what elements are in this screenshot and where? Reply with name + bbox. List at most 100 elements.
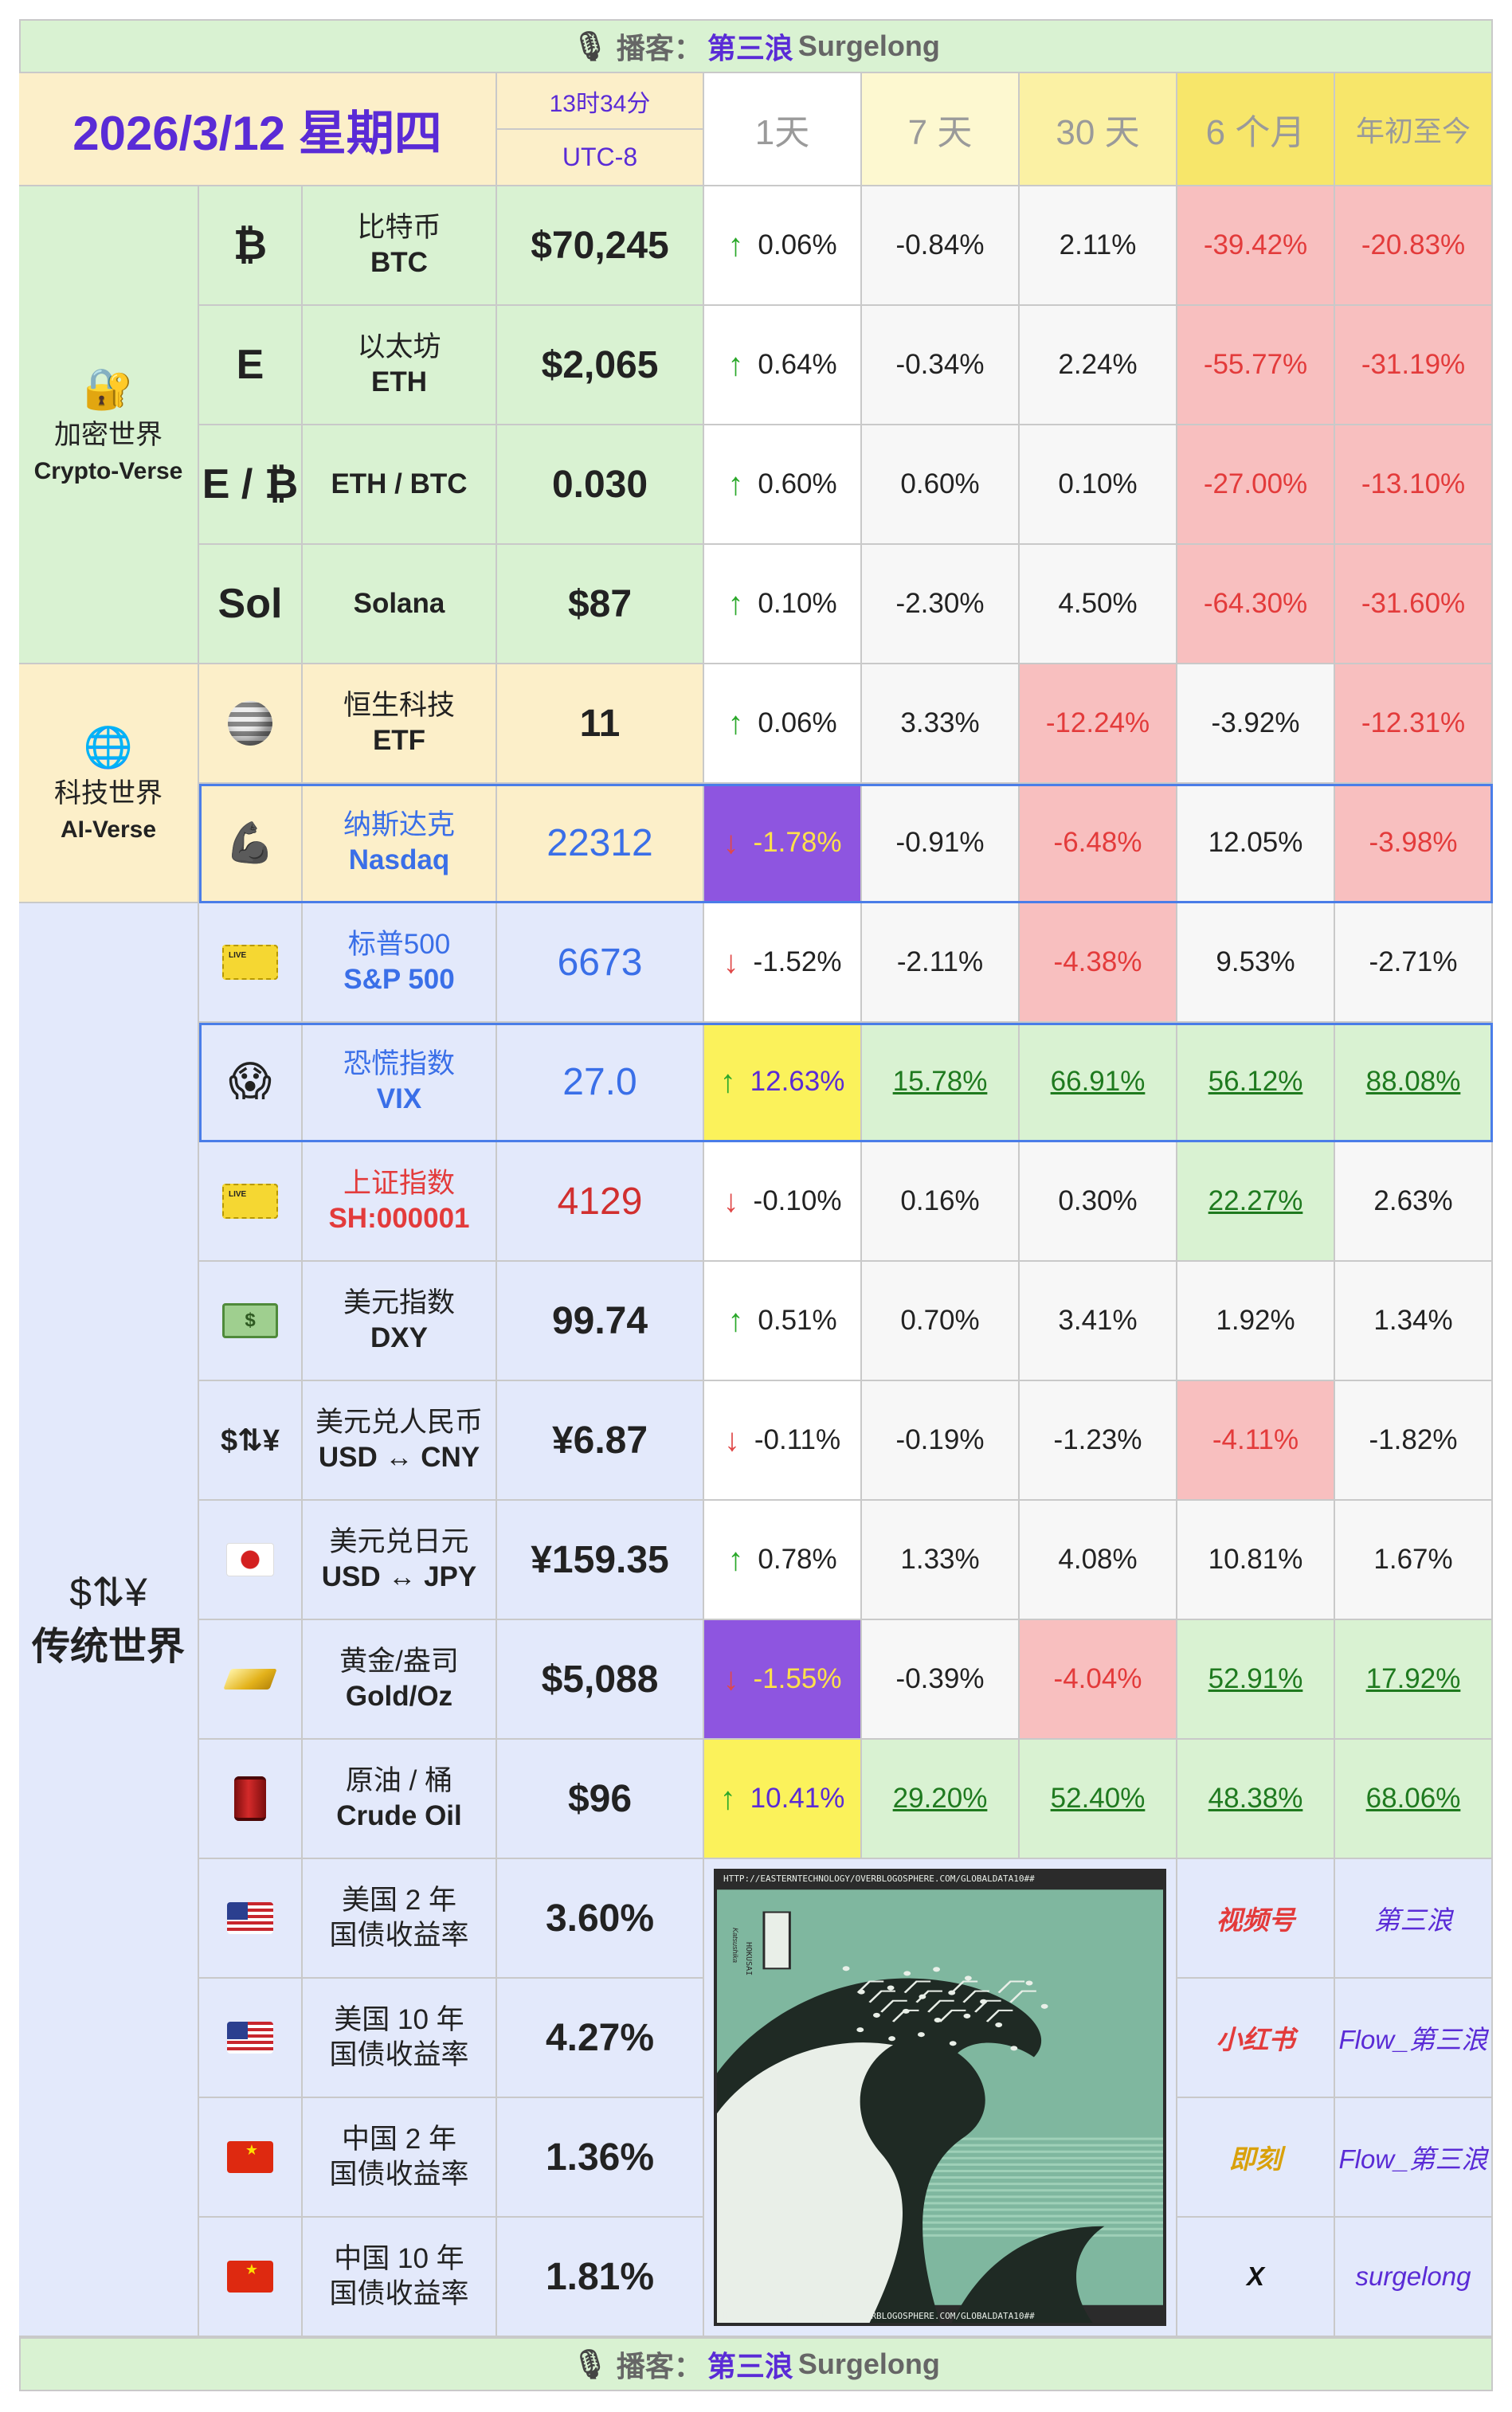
social-platform-cell[interactable]: 视频号 bbox=[1177, 1859, 1335, 1979]
social-platform[interactable]: X bbox=[1246, 2261, 1264, 2291]
social-platform-cell[interactable]: 小红书 bbox=[1177, 1979, 1335, 2098]
change-value: -31.60% bbox=[1335, 588, 1491, 620]
change-value: 88.08% bbox=[1335, 1066, 1491, 1098]
asset-name-cell[interactable]: 原油 / 桶 Crude Oil bbox=[303, 1740, 497, 1859]
column-header[interactable]: 年初至今 bbox=[1335, 73, 1493, 186]
column-header[interactable]: 6 个月 bbox=[1177, 73, 1335, 186]
change-percent: 29.20% bbox=[892, 1783, 988, 1814]
social-handle[interactable]: 第三浪 bbox=[1373, 1905, 1453, 1935]
change-value: -4.38% bbox=[1020, 946, 1176, 978]
change-value: 1.92% bbox=[1177, 1305, 1334, 1337]
social-platform[interactable]: 视频号 bbox=[1216, 1905, 1295, 1935]
asset-name-cell[interactable]: ETH / BTC bbox=[303, 425, 497, 545]
asset-name-cell[interactable]: 美元指数 DXY bbox=[303, 1262, 497, 1381]
crypto-symbol-icon: Ε / ₿ bbox=[202, 461, 299, 507]
asset-name-cell[interactable]: 黄金/盎司 Gold/Oz bbox=[303, 1620, 497, 1740]
change-cell: -13.10% bbox=[1335, 425, 1493, 545]
bond-name-cell[interactable]: 中国 2 年国债收益率 bbox=[303, 2098, 497, 2218]
social-platform[interactable]: 小红书 bbox=[1216, 2025, 1295, 2054]
change-cell: -2.11% bbox=[862, 903, 1020, 1023]
banner-name-en[interactable]: Surgelong bbox=[797, 29, 940, 62]
column-header[interactable]: 1天 bbox=[704, 73, 862, 186]
change-cell: -3.98% bbox=[1335, 784, 1493, 903]
asset-name-cell[interactable]: 恒生科技 ETF bbox=[303, 664, 497, 784]
asset-name-cell[interactable]: 美元兑日元 USD ↔ JPY bbox=[303, 1501, 497, 1620]
change-cell: ↑ 0.64% bbox=[704, 306, 862, 425]
column-header[interactable]: 30 天 bbox=[1020, 73, 1177, 186]
asset-name-cell[interactable]: Solana bbox=[303, 545, 497, 664]
social-handle-cell[interactable]: Flow_第三浪 bbox=[1335, 1979, 1493, 2098]
change-value: ↑ 0.06% bbox=[704, 706, 860, 742]
change-percent: -4.04% bbox=[1053, 1663, 1142, 1694]
asset-name-en: Crude Oil bbox=[336, 1800, 462, 1831]
change-value: 9.53% bbox=[1177, 946, 1334, 978]
change-percent: 15.78% bbox=[892, 1066, 988, 1097]
social-handle[interactable]: Flow_第三浪 bbox=[1338, 2144, 1488, 2174]
asset-name-cell[interactable]: 上证指数 SH:000001 bbox=[303, 1142, 497, 1262]
change-percent: 9.53% bbox=[1216, 946, 1295, 977]
bond-name-cell[interactable]: 中国 10 年国债收益率 bbox=[303, 2218, 497, 2337]
change-value: 1.33% bbox=[862, 1544, 1018, 1576]
banner-name[interactable]: 第三浪 bbox=[707, 2350, 793, 2383]
asset-name-cn: 标普500 bbox=[347, 929, 451, 961]
change-cell: 4.08% bbox=[1020, 1501, 1177, 1620]
change-cell: 10.81% bbox=[1177, 1501, 1335, 1620]
asset-name: 美元指数 DXY bbox=[343, 1286, 455, 1356]
asset-name-en: DXY bbox=[370, 1322, 428, 1353]
change-percent: -12.31% bbox=[1361, 707, 1466, 738]
asset-name-cell[interactable]: 标普500 S&P 500 bbox=[303, 903, 497, 1023]
timezone-label: UTC-8 bbox=[497, 128, 703, 185]
change-percent: 1.92% bbox=[1216, 1305, 1295, 1336]
change-value: ↓ -0.11% bbox=[704, 1423, 860, 1459]
change-percent: -1.55% bbox=[753, 1663, 842, 1694]
asset-symbol-cell bbox=[199, 1620, 303, 1740]
change-value: ↑ 0.64% bbox=[704, 347, 860, 383]
asset-price: $5,088 bbox=[541, 1658, 659, 1701]
asset-name-cn: 以太坊 bbox=[357, 331, 441, 363]
asset-name-cell[interactable]: 比特币 BTC bbox=[303, 186, 497, 306]
change-percent: -0.39% bbox=[895, 1663, 985, 1694]
change-cell: -3.92% bbox=[1177, 664, 1335, 784]
bond-name-cell[interactable]: 美国 2 年国债收益率 bbox=[303, 1859, 497, 1979]
asset-name-cell[interactable]: 纳斯达克 Nasdaq bbox=[303, 784, 497, 903]
change-value: -3.98% bbox=[1335, 827, 1491, 859]
change-percent: 2.63% bbox=[1373, 1185, 1453, 1216]
wave-artwork: HTTP://EASTERNTECHNOLOGY/OVERBLOGOSPHERE… bbox=[714, 1869, 1166, 2326]
social-handle-cell[interactable]: surgelong bbox=[1335, 2218, 1493, 2337]
asset-name-cn: 恐慌指数 bbox=[343, 1048, 455, 1080]
banner-name-en[interactable]: Surgelong bbox=[797, 2347, 940, 2380]
social-platform-cell[interactable]: X bbox=[1177, 2218, 1335, 2337]
column-header[interactable]: 7 天 bbox=[862, 73, 1020, 186]
asset-name: 恒生科技 ETF bbox=[343, 688, 455, 758]
asset-price: $87 bbox=[567, 582, 633, 625]
change-percent: 2.24% bbox=[1058, 349, 1138, 380]
social-handle[interactable]: surgelong bbox=[1355, 2261, 1471, 2291]
section-crypto-subtitle: Crypto-Verse bbox=[33, 457, 183, 484]
asset-name-cell[interactable]: 美元兑人民币 USD ↔ CNY bbox=[303, 1381, 497, 1501]
bond-yield: 4.27% bbox=[545, 2016, 655, 2059]
asset-name-cell[interactable]: 恐慌指数 VIX bbox=[303, 1023, 497, 1142]
social-handle-cell[interactable]: Flow_第三浪 bbox=[1335, 2098, 1493, 2218]
banner-name[interactable]: 第三浪 bbox=[707, 32, 793, 65]
social-platform-cell[interactable]: 即刻 bbox=[1177, 2098, 1335, 2218]
change-value: 12.05% bbox=[1177, 827, 1334, 859]
change-value: ↑ 0.51% bbox=[704, 1303, 860, 1339]
arrow-up-icon: ↑ bbox=[727, 705, 744, 741]
bond-name-cell[interactable]: 美国 10 年国债收益率 bbox=[303, 1979, 497, 2098]
change-percent: 0.06% bbox=[758, 707, 837, 738]
social-handle-cell[interactable]: 第三浪 bbox=[1335, 1859, 1493, 1979]
section-crypto-label: 🔐 加密世界 Crypto-Verse bbox=[34, 361, 183, 488]
bottom-banner: 🎙 播客： 第三浪 Surgelong bbox=[19, 2337, 1493, 2391]
change-cell: 3.41% bbox=[1020, 1262, 1177, 1381]
asset-symbol-cell: $⇅¥ bbox=[199, 1381, 303, 1501]
change-cell: 22.27% bbox=[1177, 1142, 1335, 1262]
asset-name-cell[interactable]: 以太坊 ETH bbox=[303, 306, 497, 425]
social-handle[interactable]: Flow_第三浪 bbox=[1338, 2025, 1488, 2054]
asset-price: $2,065 bbox=[541, 343, 659, 386]
social-platform[interactable]: 即刻 bbox=[1229, 2144, 1282, 2174]
change-cell: 1.67% bbox=[1335, 1501, 1493, 1620]
change-cell: 17.92% bbox=[1335, 1620, 1493, 1740]
currency-exchange-icon: $⇅¥ bbox=[220, 1423, 280, 1458]
change-cell: -0.84% bbox=[862, 186, 1020, 306]
change-cell: 29.20% bbox=[862, 1740, 1020, 1859]
